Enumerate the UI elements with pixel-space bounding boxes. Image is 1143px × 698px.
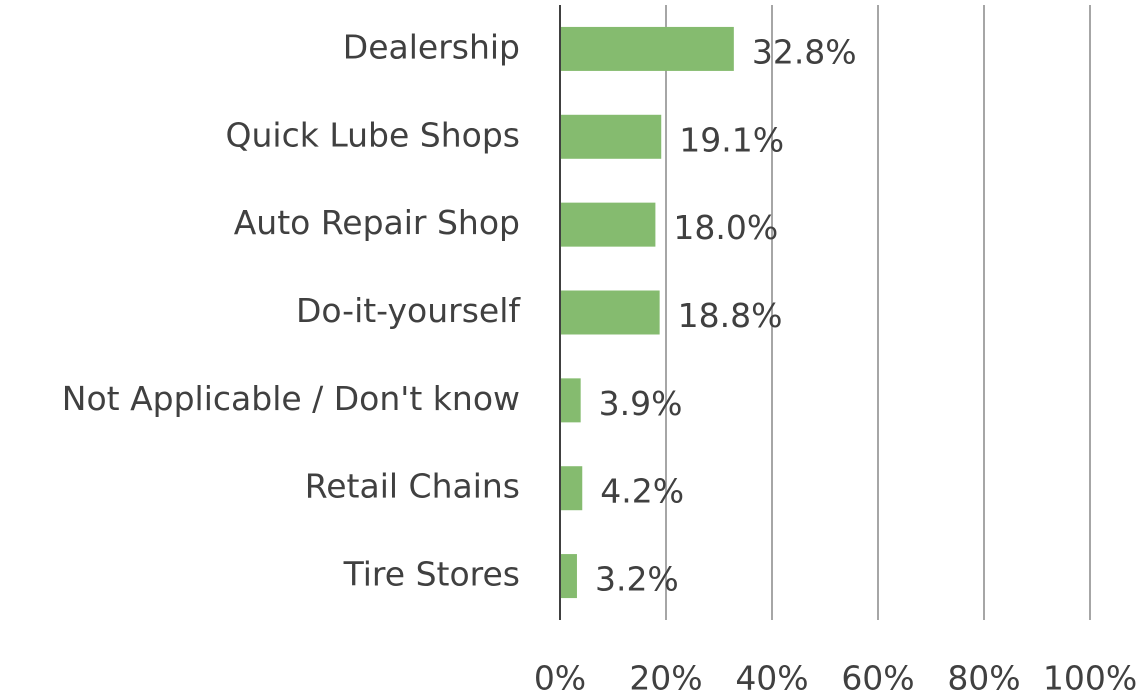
x-tick-label: 100% (1043, 659, 1137, 698)
y-tick-label: Retail Chains (305, 467, 520, 506)
x-tick-label: 80% (947, 659, 1020, 698)
bar (560, 202, 656, 247)
bar (560, 290, 660, 335)
y-tick-label: Tire Stores (343, 555, 520, 594)
bar (560, 26, 734, 71)
data-label: 18.0% (673, 208, 778, 247)
bar (560, 378, 581, 423)
y-tick-label: Do-it-yourself (296, 291, 521, 330)
y-tick-label: Not Applicable / Don't know (62, 379, 520, 418)
bar (560, 466, 583, 511)
y-tick-label: Quick Lube Shops (226, 115, 520, 154)
x-tick-label: 60% (841, 659, 914, 698)
y-tick-label: Dealership (343, 27, 520, 66)
data-label: 19.1% (679, 120, 784, 159)
data-label: 3.9% (599, 384, 683, 423)
bar (560, 114, 662, 159)
y-tick-label: Auto Repair Shop (234, 203, 520, 242)
x-tick-label: 0% (534, 659, 586, 698)
data-label: 32.8% (752, 32, 857, 71)
x-tick-label: 40% (735, 659, 808, 698)
bar (560, 554, 577, 599)
data-label: 3.2% (595, 560, 679, 599)
data-label: 18.8% (678, 296, 783, 335)
data-label: 4.2% (600, 472, 684, 511)
x-tick-label: 20% (629, 659, 702, 698)
